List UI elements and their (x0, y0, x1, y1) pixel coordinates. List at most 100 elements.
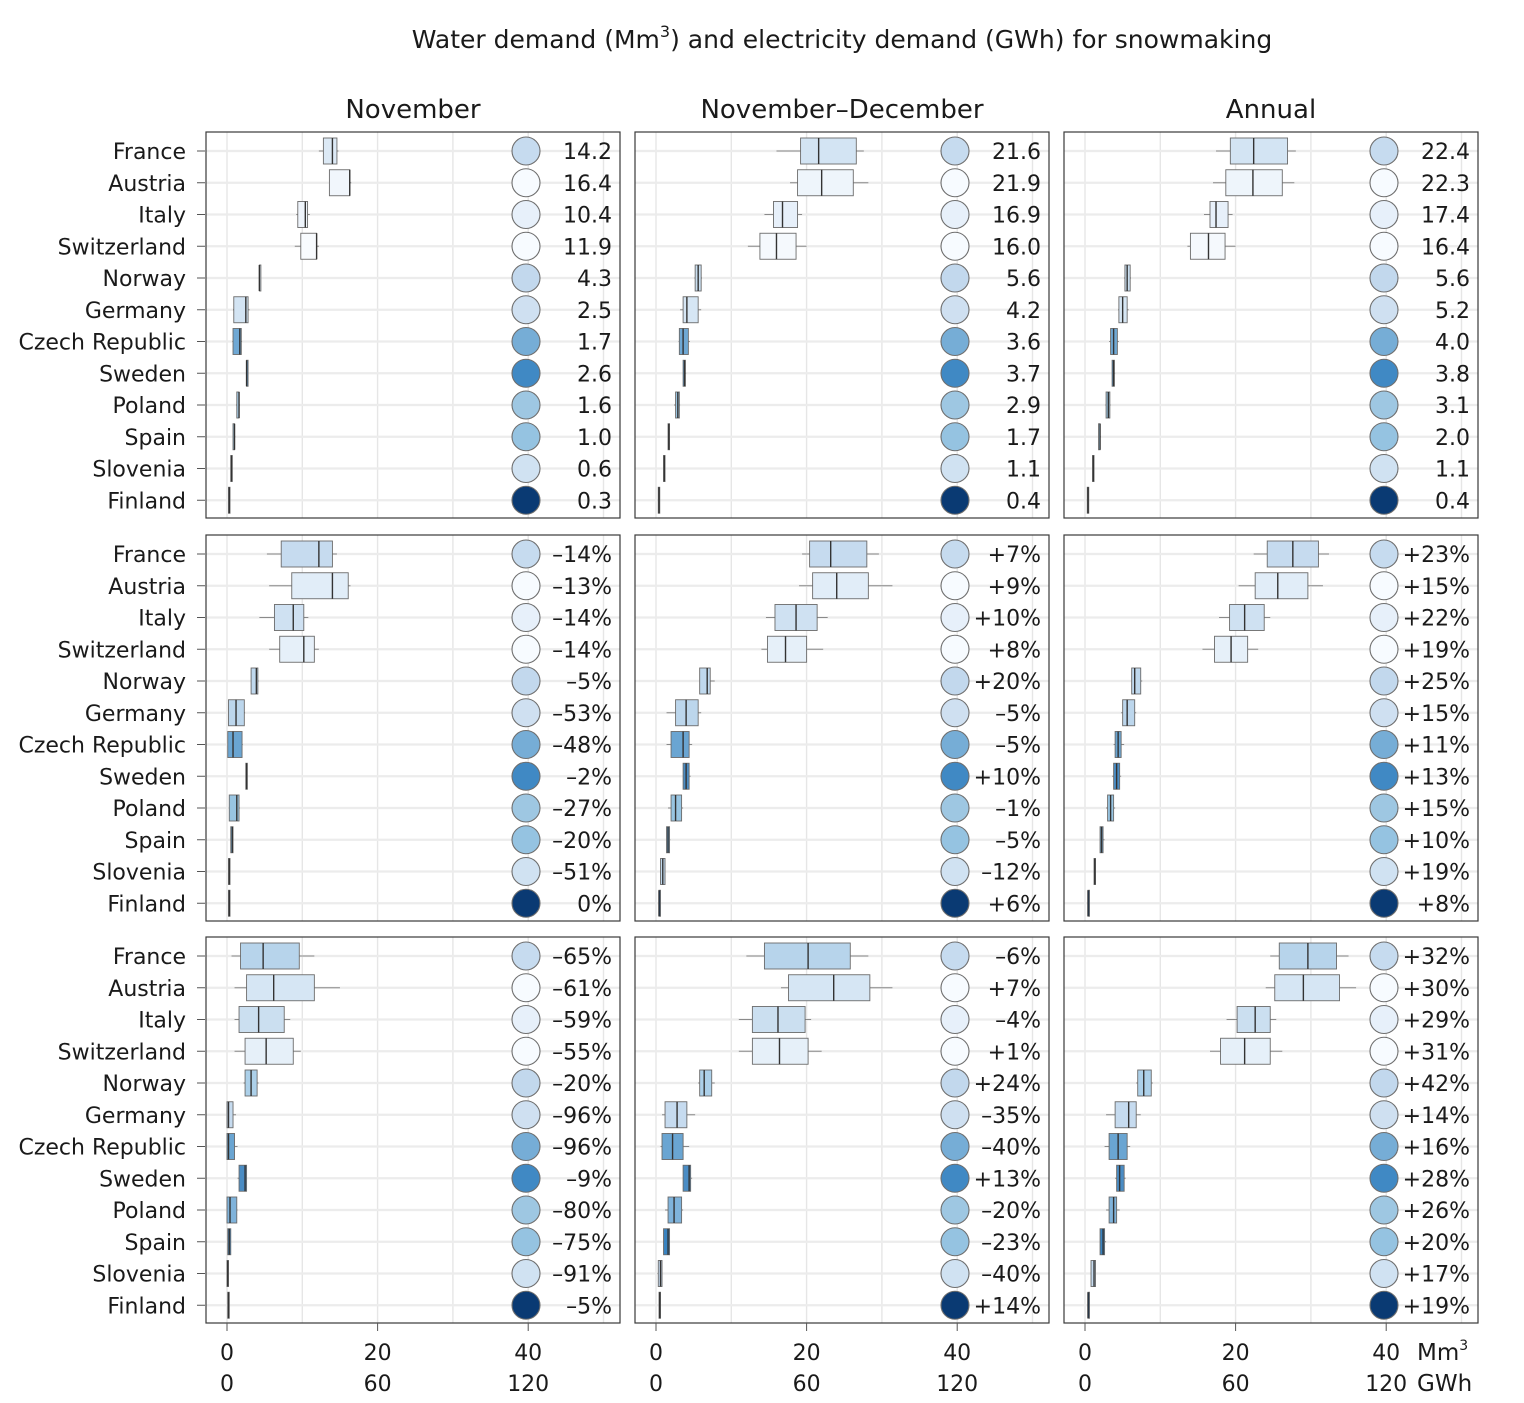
color-dot (1369, 168, 1399, 198)
color-dot (940, 390, 970, 420)
value-label: –27% (552, 797, 612, 822)
color-dot (1369, 602, 1399, 633)
box-italy (765, 604, 828, 631)
box-body (1274, 974, 1340, 1002)
box-france (1216, 137, 1296, 165)
box-body (670, 731, 690, 758)
country-label: Switzerland (58, 1040, 186, 1065)
x-tick-label-mm3: 20 (364, 1341, 392, 1366)
panel-frame (205, 936, 621, 1324)
box-slovenia (1090, 1260, 1096, 1287)
panel-r1-c2: +23% +15% +22% +19% +25% +15% +11% +13% +15% +10%… (1063, 534, 1479, 922)
box-germany (226, 1101, 237, 1129)
value-label: +13% (974, 1167, 1041, 1192)
box-germany (228, 699, 246, 727)
country-label: Norway (103, 267, 186, 292)
box-switzerland (1209, 1037, 1283, 1065)
box-body (1122, 699, 1136, 727)
value-label: +30% (1403, 977, 1470, 1002)
color-dot (511, 231, 541, 261)
country-label: Switzerland (58, 638, 186, 663)
color-dot (511, 761, 541, 791)
color-dot (1369, 1163, 1399, 1193)
box-spain (663, 1228, 671, 1256)
box-poland (236, 391, 240, 419)
value-label: +32% (1403, 945, 1470, 970)
color-dot (1369, 453, 1399, 484)
box-slovenia (1093, 858, 1096, 885)
value-label: +10% (974, 607, 1041, 632)
value-label: 10.4 (563, 204, 612, 229)
color-dot (940, 1227, 970, 1257)
value-label: –51% (552, 861, 612, 886)
x-tick-label-mm3: 0 (1078, 1341, 1092, 1366)
value-label: +8% (988, 638, 1041, 663)
box-body (1108, 1196, 1118, 1224)
value-label: –14% (552, 638, 612, 663)
color-dot (511, 634, 541, 664)
color-dot (1369, 666, 1399, 696)
box-switzerland (269, 635, 319, 663)
box-italy (1203, 201, 1233, 228)
value-label: +15% (1403, 702, 1470, 727)
color-dot (940, 422, 970, 452)
box-slovenia (660, 858, 666, 885)
x-tick-label-gwh: 120 (936, 1372, 978, 1397)
color-dot (940, 1290, 970, 1320)
value-label: 4.3 (577, 267, 612, 292)
color-dot (511, 136, 541, 166)
box-body (232, 328, 242, 355)
value-label: +15% (1403, 797, 1470, 822)
color-dot (511, 263, 541, 293)
box-body (682, 1164, 692, 1192)
value-label: –6% (995, 945, 1041, 970)
box-czech-republic (227, 731, 243, 758)
box-norway (258, 264, 262, 292)
value-label: –4% (995, 1009, 1041, 1034)
box-sweden (237, 1164, 248, 1192)
box-body (226, 1133, 235, 1160)
box-norway (250, 667, 259, 695)
color-dot (940, 973, 970, 1003)
box-poland (1106, 1196, 1120, 1224)
box-france (1253, 540, 1329, 568)
country-label: Czech Republic (18, 1136, 186, 1161)
value-label: –20% (981, 1199, 1041, 1224)
box-france (776, 137, 864, 165)
value-label: 4.2 (1006, 299, 1041, 324)
box-italy (296, 201, 310, 228)
x-tick-label-gwh: 60 (364, 1372, 392, 1397)
panel-grid: 14.2 16.4 10.4 11.9 4.3 2.5 1.7 2.6 1.6 1.0 0.6 0.3… (205, 131, 1479, 1324)
color-dot (1369, 199, 1399, 230)
country-label: Finland (107, 892, 186, 917)
value-label: –14% (552, 543, 612, 568)
value-label: +9% (988, 575, 1041, 600)
color-dot (940, 539, 970, 569)
box-austria (1265, 974, 1357, 1002)
value-label: +6% (988, 892, 1041, 917)
color-dot (940, 888, 970, 918)
box-body (809, 540, 868, 568)
box-body (800, 137, 857, 165)
color-dot (1369, 856, 1399, 887)
country-label: Austria (108, 172, 186, 197)
box-body (244, 1037, 294, 1065)
color-dot (940, 1195, 970, 1225)
box-spain (1099, 826, 1105, 854)
box-norway (699, 667, 715, 695)
color-dot (511, 729, 541, 760)
box-body (1229, 604, 1265, 631)
color-dot (511, 1227, 541, 1257)
value-label: 3.7 (1006, 362, 1041, 387)
value-label: +14% (974, 1294, 1041, 1319)
color-dot (1369, 390, 1399, 420)
color-dot (1369, 793, 1399, 823)
box-body (227, 731, 243, 758)
value-label: –40% (981, 1263, 1041, 1288)
panel-r1-c0: –14% –13% –14% –14% –5% –53% –48% –2% –27% –20% –5… (205, 534, 621, 922)
color-dot (940, 358, 970, 388)
box-spain (230, 826, 234, 854)
box-body (1137, 1069, 1152, 1097)
panel-r0-c0: 14.2 16.4 10.4 11.9 4.3 2.5 1.7 2.6 1.6 1.0 0.6 0.3 (205, 131, 621, 519)
value-label: –5% (995, 829, 1041, 854)
